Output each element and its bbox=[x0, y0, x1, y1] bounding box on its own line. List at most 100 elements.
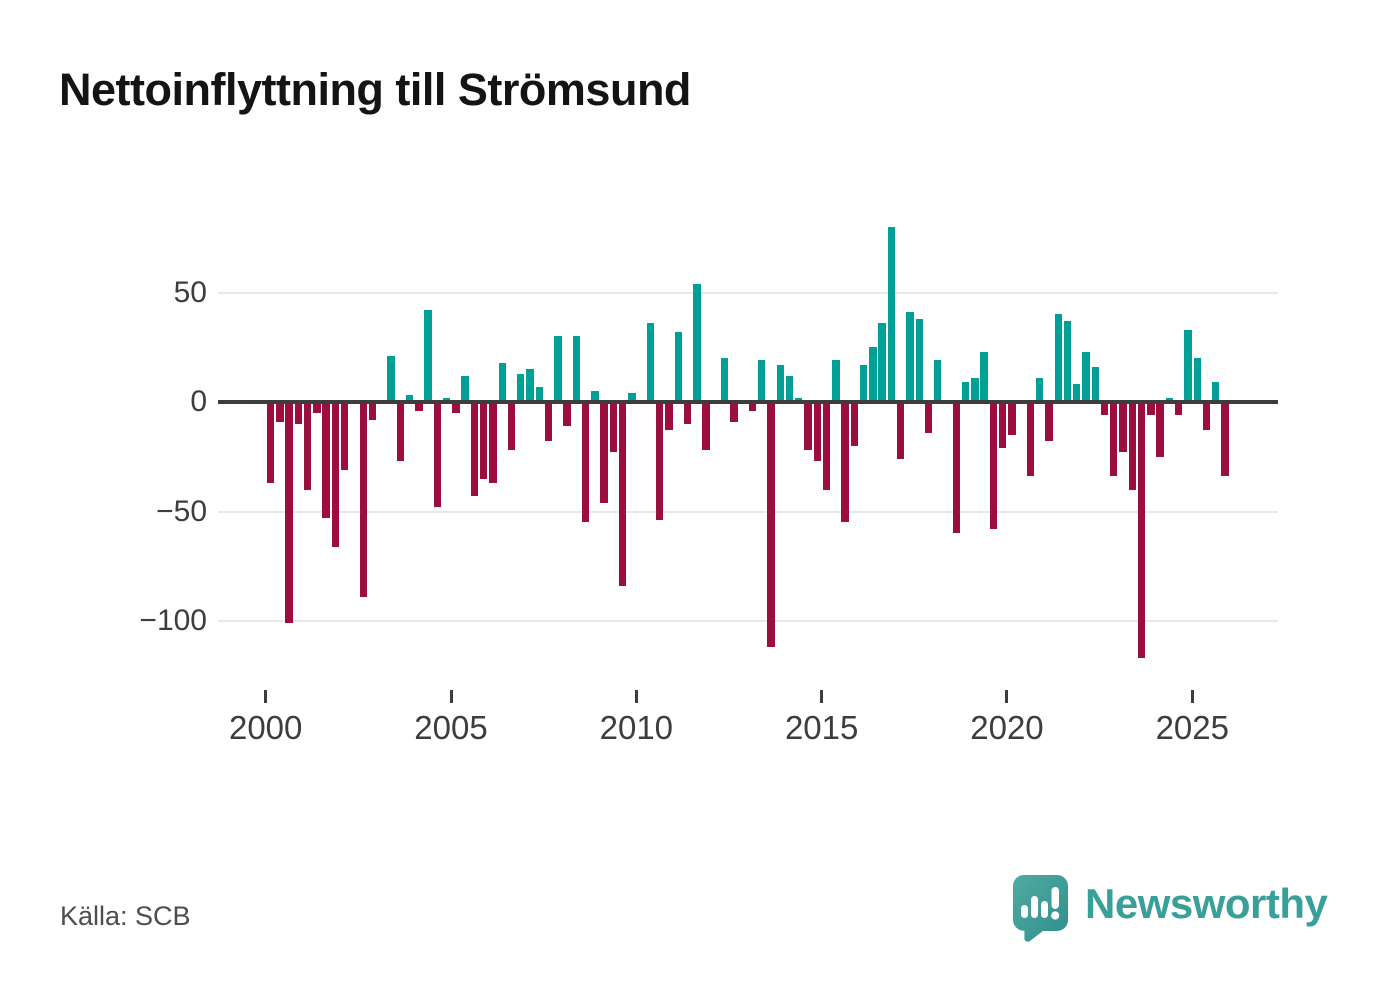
bar-2009-Q3 bbox=[619, 402, 627, 586]
bar-2009-Q1 bbox=[600, 402, 608, 503]
bar-2004-Q4 bbox=[442, 397, 451, 402]
bar-2006-Q1 bbox=[489, 402, 497, 484]
bar-2016-Q3 bbox=[878, 323, 886, 402]
bar-2018-Q1 bbox=[934, 360, 942, 402]
x-tick-mark-2020 bbox=[1005, 690, 1009, 703]
bar-2021-Q4 bbox=[1073, 384, 1081, 402]
gridline-50 bbox=[218, 291, 1278, 294]
bar-2013-Q2 bbox=[757, 360, 766, 402]
bar-2017-Q1 bbox=[896, 402, 905, 459]
bar-2019-Q1 bbox=[971, 377, 979, 402]
bar-2020-Q4 bbox=[1035, 377, 1044, 402]
bar-2020-Q3 bbox=[1026, 402, 1035, 477]
bar-2001-Q3 bbox=[322, 402, 330, 519]
zero-axis-line bbox=[218, 400, 1278, 404]
bar-2025-Q4 bbox=[1221, 402, 1229, 477]
y-axis-label-50: 50 bbox=[173, 275, 207, 309]
bar-2017-Q4 bbox=[924, 402, 933, 433]
bar-2011-Q3 bbox=[693, 283, 701, 402]
bar-2001-Q1 bbox=[303, 402, 312, 490]
bar-2023-Q4 bbox=[1147, 402, 1155, 416]
newsworthy-branding: Newsworthy bbox=[1011, 874, 1328, 942]
bar-2021-Q3 bbox=[1063, 320, 1072, 402]
bar-2021-Q2 bbox=[1054, 314, 1062, 402]
bar-2009-Q2 bbox=[609, 402, 618, 453]
bar-2007-Q1 bbox=[526, 369, 534, 402]
bar-2000-Q1 bbox=[266, 402, 275, 484]
bar-2002-Q3 bbox=[359, 402, 367, 597]
bar-2022-Q4 bbox=[1110, 402, 1118, 477]
bar-2025-Q2 bbox=[1202, 402, 1211, 431]
bar-2024-Q3 bbox=[1174, 402, 1183, 416]
bar-2005-Q3 bbox=[470, 402, 479, 497]
bar-2000-Q4 bbox=[294, 402, 303, 424]
x-tick-mark-2010 bbox=[634, 690, 638, 703]
bar-2006-Q4 bbox=[517, 373, 525, 402]
x-axis-label-2010: 2010 bbox=[599, 709, 674, 746]
bar-2007-Q2 bbox=[535, 386, 543, 402]
bar-2000-Q2 bbox=[276, 402, 284, 422]
bar-2023-Q3 bbox=[1137, 402, 1146, 659]
bar-2023-Q1 bbox=[1119, 402, 1127, 453]
x-axis-label-2005: 2005 bbox=[414, 709, 488, 746]
gridline--50 bbox=[218, 510, 1278, 513]
bar-2003-Q2 bbox=[387, 356, 395, 402]
bar-2006-Q2 bbox=[498, 362, 506, 402]
bar-2017-Q2 bbox=[906, 312, 914, 402]
bar-2004-Q3 bbox=[433, 402, 442, 508]
bar-2014-Q2 bbox=[795, 397, 803, 402]
bar-2003-Q3 bbox=[396, 402, 404, 462]
bar-2022-Q3 bbox=[1100, 402, 1109, 416]
bar-2009-Q4 bbox=[628, 393, 636, 402]
bar-2015-Q4 bbox=[850, 402, 859, 446]
bar-2021-Q1 bbox=[1045, 402, 1053, 442]
bar-2011-Q1 bbox=[674, 331, 682, 402]
bar-2000-Q3 bbox=[285, 402, 293, 624]
bar-2008-Q1 bbox=[563, 402, 571, 427]
bar-2013-Q3 bbox=[767, 402, 775, 648]
bar-2022-Q1 bbox=[1082, 351, 1090, 402]
bar-2005-Q4 bbox=[480, 402, 488, 479]
bar-2025-Q1 bbox=[1193, 358, 1201, 402]
bar-2013-Q1 bbox=[748, 402, 757, 411]
bar-2002-Q4 bbox=[368, 402, 377, 420]
source-caption: Källa: SCB bbox=[60, 901, 191, 931]
bar-2025-Q3 bbox=[1212, 382, 1220, 402]
bar-2002-Q1 bbox=[341, 402, 349, 470]
bar-2024-Q4 bbox=[1184, 329, 1192, 402]
bar-2012-Q2 bbox=[720, 358, 729, 402]
bar-2014-Q4 bbox=[813, 402, 821, 462]
bar-2018-Q4 bbox=[961, 382, 970, 402]
bar-2003-Q4 bbox=[405, 395, 414, 402]
y-axis-label--50: −50 bbox=[156, 494, 207, 528]
bar-2016-Q1 bbox=[859, 364, 868, 402]
bar-2016-Q4 bbox=[887, 226, 896, 402]
bar-2020-Q1 bbox=[1008, 402, 1016, 435]
x-axis-label-2015: 2015 bbox=[784, 709, 859, 746]
bar-2010-Q3 bbox=[656, 402, 664, 521]
bar-2012-Q3 bbox=[730, 402, 738, 422]
bar-2016-Q2 bbox=[869, 347, 877, 402]
bar-2010-Q2 bbox=[646, 323, 655, 402]
gridline--100 bbox=[218, 620, 1278, 622]
x-axis-label-2025: 2025 bbox=[1155, 709, 1229, 746]
bar-2010-Q4 bbox=[665, 402, 673, 431]
bar-2005-Q2 bbox=[461, 375, 469, 402]
bar-2017-Q3 bbox=[915, 318, 923, 402]
bar-2008-Q2 bbox=[572, 336, 581, 402]
bar-2011-Q2 bbox=[683, 402, 692, 424]
bar-2018-Q3 bbox=[952, 402, 960, 534]
bar-2024-Q2 bbox=[1165, 397, 1174, 402]
x-tick-mark-2000 bbox=[264, 690, 268, 703]
bar-2006-Q3 bbox=[507, 402, 516, 451]
bar-2014-Q1 bbox=[785, 375, 794, 402]
bar-2001-Q2 bbox=[313, 402, 321, 413]
x-axis-label-2020: 2020 bbox=[970, 709, 1044, 746]
x-tick-mark-2005 bbox=[449, 690, 453, 703]
bar-2011-Q4 bbox=[702, 402, 710, 451]
bar-2007-Q3 bbox=[544, 402, 553, 442]
bar-2015-Q3 bbox=[841, 402, 849, 523]
x-tick-mark-2015 bbox=[820, 690, 824, 703]
bar-2004-Q1 bbox=[415, 402, 423, 411]
